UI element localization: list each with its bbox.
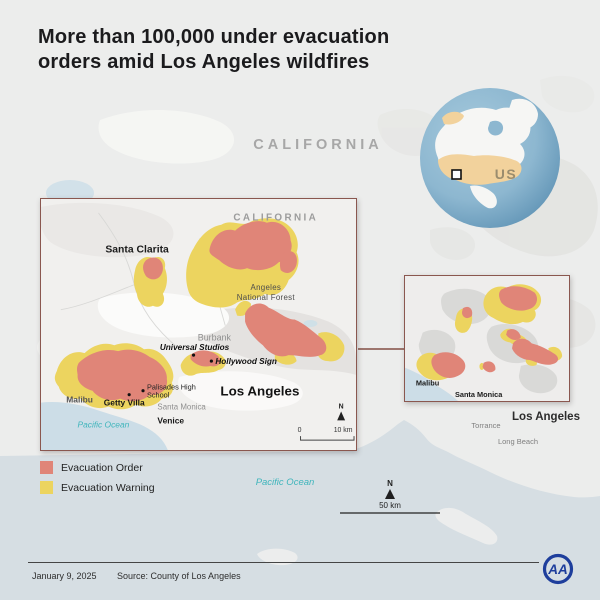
- anadolu-agency-logo: AA: [542, 553, 574, 585]
- footer-date: January 9, 2025: [32, 571, 97, 581]
- inset-north-arrow-icon: N: [337, 404, 346, 421]
- footer-divider: [28, 562, 539, 563]
- burbank-label: Burbank: [198, 332, 232, 342]
- ov-order-santa-clarita: [461, 306, 473, 319]
- headline-line1: More than 100,000 under evacuation: [38, 26, 390, 48]
- inset-malibu-label: Malibu: [66, 395, 93, 405]
- getty-villa-label: Getty Villa: [104, 398, 145, 408]
- overview-inset-ocean: [405, 367, 459, 401]
- warning-zone-eaton-b: [316, 332, 345, 362]
- headline-line2: orders amid Los Angeles wildfires: [38, 51, 370, 73]
- svg-text:0: 0: [298, 427, 302, 434]
- logo-circle: [542, 553, 574, 585]
- evacuation-order-label: Evacuation Order: [61, 461, 143, 474]
- overview-santa-monica-label: Santa Monica: [455, 390, 503, 399]
- svg-text:N: N: [339, 404, 344, 411]
- hollywood-sign-label: Hollywood Sign: [215, 357, 277, 366]
- order-zone-hurst-east: [279, 251, 297, 274]
- background-torrance-label: Torrance: [471, 421, 500, 430]
- order-zone-eaton: [245, 303, 327, 357]
- hollywood-sign-marker: [209, 359, 213, 363]
- order-zone-sunset: [190, 350, 221, 367]
- globe-locator: US: [420, 88, 560, 228]
- svg-text:N: N: [387, 479, 393, 488]
- overview-inset-map: Malibu Santa Monica: [404, 275, 570, 402]
- legend-item-order: Evacuation Order: [40, 461, 155, 474]
- globe-la-marker: [451, 169, 462, 180]
- angeles-forest-label-line2: National Forest: [237, 293, 296, 302]
- overview-evacuation-zones: [416, 284, 563, 381]
- background-state-label: CALIFORNIA: [253, 137, 382, 153]
- svg-text:10 km: 10 km: [334, 427, 353, 434]
- legend: Evacuation Order Evacuation Warning: [40, 461, 155, 501]
- legend-item-warning: Evacuation Warning: [40, 481, 155, 494]
- main-inset-canvas: CALIFORNIA Santa Clarita Angeles Nationa…: [39, 199, 356, 450]
- universal-studios-marker: [191, 353, 196, 357]
- santa-clarita-label: Santa Clarita: [105, 244, 169, 255]
- headline: More than 100,000 under evacuation order…: [38, 25, 389, 75]
- ov-order-eaton: [512, 338, 559, 365]
- background-ocean-label: Pacific Ocean: [256, 477, 315, 488]
- footer-source: Source: County of Los Angeles: [117, 571, 241, 581]
- background-long-beach-label: Long Beach: [498, 437, 538, 446]
- islands: [257, 507, 498, 566]
- main-inset-map: CALIFORNIA Santa Clarita Angeles Nationa…: [39, 198, 357, 451]
- inset-state-label: CALIFORNIA: [233, 213, 318, 224]
- palisades-high-label-line2: School: [147, 391, 170, 400]
- overview-malibu-label: Malibu: [416, 378, 439, 387]
- inset-los-angeles-label: Los Angeles: [220, 384, 299, 399]
- evacuation-zones: [54, 218, 345, 410]
- inset-ocean-label: Pacific Ocean: [77, 419, 129, 429]
- globe-us-label: US: [495, 166, 517, 182]
- background-los-angeles-label: Los Angeles: [512, 411, 580, 423]
- order-zone-santa-clarita: [143, 257, 163, 280]
- pacific-ocean-area: [0, 420, 600, 600]
- overview-inset-canvas: Malibu Santa Monica: [405, 276, 569, 401]
- logo-text: AA: [547, 562, 568, 577]
- inset-santa-monica-label: Santa Monica: [157, 402, 206, 411]
- evacuation-warning-swatch: [40, 481, 53, 494]
- background-scale-bar: 50 km: [340, 501, 440, 514]
- background-north-arrow-icon: N: [385, 479, 395, 499]
- order-zone-palisades: [77, 349, 168, 402]
- inset-connector-line: [358, 348, 404, 350]
- evacuation-order-swatch: [40, 461, 53, 474]
- universal-studios-label: Universal Studios: [160, 343, 230, 352]
- palisades-high-marker: [141, 389, 145, 393]
- svg-text:50 km: 50 km: [379, 501, 401, 510]
- main-inset-ocean: [41, 402, 168, 450]
- ov-order-mid: [506, 329, 521, 341]
- getty-villa-marker: [127, 393, 131, 397]
- inset-scale-bar: 0 10 km: [298, 427, 355, 441]
- ov-order-hurst: [499, 286, 538, 311]
- ov-order-sunset: [482, 361, 496, 373]
- evacuation-warning-label: Evacuation Warning: [61, 481, 155, 494]
- ov-order-palisades: [431, 352, 466, 378]
- angeles-forest-label-line1: Angeles: [251, 283, 282, 292]
- ov-warning-sunset: [479, 362, 484, 370]
- venice-label: Venice: [157, 415, 184, 425]
- order-zone-hurst: [209, 221, 292, 271]
- palisades-high-label-line1: Palisades High: [147, 383, 196, 392]
